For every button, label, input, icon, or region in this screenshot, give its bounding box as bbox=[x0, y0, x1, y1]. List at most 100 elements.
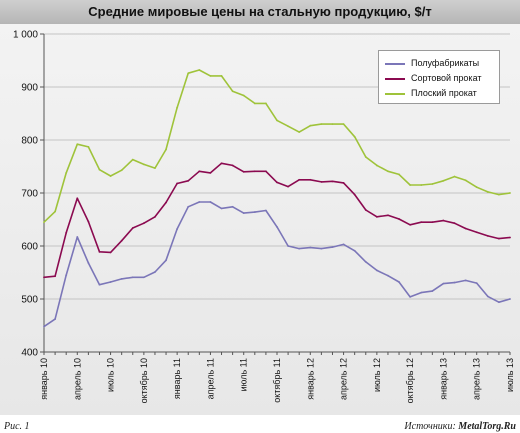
point-long-products-28 bbox=[353, 193, 356, 196]
point-flat-products-36 bbox=[442, 179, 445, 182]
point-flat-products-17 bbox=[231, 90, 234, 93]
point-long-products-24 bbox=[309, 178, 312, 181]
point-long-products-0 bbox=[43, 276, 45, 279]
point-semi-finished-29 bbox=[364, 261, 367, 263]
point-flat-products-22 bbox=[287, 125, 289, 128]
point-semi-finished-9 bbox=[142, 276, 145, 279]
point-semi-finished-32 bbox=[398, 281, 400, 283]
point-flat-products-21 bbox=[276, 119, 278, 122]
point-long-products-37 bbox=[453, 222, 456, 225]
legend-label-flat: Плоский прокат bbox=[411, 88, 477, 98]
point-flat-products-35 bbox=[431, 183, 434, 185]
point-semi-finished-33 bbox=[409, 295, 412, 298]
point-flat-products-20 bbox=[265, 102, 267, 105]
point-flat-products-23 bbox=[298, 131, 301, 133]
point-long-products-20 bbox=[265, 170, 267, 173]
point-long-products-36 bbox=[442, 219, 445, 222]
point-semi-finished-25 bbox=[320, 247, 323, 250]
point-semi-finished-6 bbox=[109, 281, 112, 283]
point-semi-finished-12 bbox=[176, 228, 179, 230]
point-semi-finished-19 bbox=[253, 211, 256, 213]
legend-item-long: Сортовой прокат bbox=[385, 71, 482, 85]
point-long-products-26 bbox=[331, 180, 334, 183]
point-long-products-27 bbox=[342, 182, 345, 184]
point-long-products-40 bbox=[486, 235, 489, 237]
point-long-products-16 bbox=[220, 162, 223, 165]
point-flat-products-11 bbox=[165, 148, 167, 151]
point-semi-finished-0 bbox=[43, 325, 45, 328]
point-flat-products-29 bbox=[364, 156, 367, 158]
point-flat-products-7 bbox=[120, 169, 123, 172]
point-semi-finished-39 bbox=[475, 282, 478, 284]
point-long-products-23 bbox=[298, 178, 301, 181]
point-semi-finished-27 bbox=[342, 243, 345, 246]
point-long-products-25 bbox=[320, 180, 323, 183]
point-semi-finished-7 bbox=[120, 277, 123, 280]
point-semi-finished-11 bbox=[165, 259, 167, 262]
point-long-products-42 bbox=[509, 236, 511, 239]
point-long-products-6 bbox=[109, 251, 112, 254]
point-flat-products-8 bbox=[131, 158, 134, 161]
point-long-products-11 bbox=[165, 201, 167, 204]
point-semi-finished-36 bbox=[442, 282, 445, 285]
legend-swatch-long bbox=[385, 77, 405, 80]
point-flat-products-15 bbox=[209, 74, 212, 77]
point-long-products-5 bbox=[98, 250, 101, 253]
point-long-products-33 bbox=[409, 223, 412, 226]
point-flat-products-19 bbox=[253, 102, 256, 105]
point-semi-finished-20 bbox=[265, 209, 267, 212]
point-flat-products-6 bbox=[109, 175, 112, 177]
point-long-products-39 bbox=[475, 231, 478, 234]
point-semi-finished-35 bbox=[431, 290, 434, 292]
point-flat-products-40 bbox=[486, 191, 489, 193]
point-semi-finished-26 bbox=[331, 246, 334, 248]
point-semi-finished-22 bbox=[287, 245, 289, 247]
point-semi-finished-15 bbox=[209, 201, 212, 203]
point-flat-products-28 bbox=[353, 135, 356, 138]
y-tick-label-4: 800 bbox=[21, 136, 38, 147]
point-semi-finished-1 bbox=[54, 318, 56, 321]
legend-item-semi: Полуфабрикаты bbox=[385, 56, 479, 70]
point-long-products-19 bbox=[253, 170, 256, 173]
y-tick-label-3: 700 bbox=[21, 189, 38, 200]
x-tick-label-5: апрель 11 bbox=[205, 358, 215, 399]
y-axis: 400 500 600 700 800 900 1 000 bbox=[13, 30, 45, 359]
point-semi-finished-4 bbox=[87, 262, 90, 264]
point-flat-products-31 bbox=[387, 170, 389, 173]
point-flat-products-33 bbox=[409, 184, 412, 186]
point-semi-finished-14 bbox=[198, 201, 201, 203]
point-long-products-12 bbox=[176, 182, 179, 185]
point-flat-products-27 bbox=[342, 123, 345, 125]
point-semi-finished-17 bbox=[231, 205, 234, 208]
legend-label-semi: Полуфабрикаты bbox=[411, 58, 480, 68]
source-value: MetalTorg.Ru bbox=[458, 421, 516, 432]
legend-item-flat: Плоский прокат bbox=[385, 86, 477, 100]
point-long-products-17 bbox=[231, 164, 234, 167]
point-flat-products-0 bbox=[43, 221, 45, 224]
point-semi-finished-28 bbox=[353, 249, 356, 252]
point-long-products-7 bbox=[120, 239, 123, 242]
point-flat-products-18 bbox=[242, 94, 245, 97]
point-flat-products-39 bbox=[475, 186, 478, 189]
point-flat-products-34 bbox=[420, 184, 423, 186]
point-long-products-21 bbox=[276, 181, 278, 184]
series-group bbox=[43, 69, 511, 328]
point-flat-products-9 bbox=[142, 163, 145, 166]
x-tick-label-14: июль 13 bbox=[505, 358, 515, 392]
title-bar: Средние мировые цены на стальную продукц… bbox=[0, 0, 520, 25]
point-long-products-35 bbox=[431, 221, 434, 224]
point-flat-products-13 bbox=[187, 72, 190, 75]
point-long-products-22 bbox=[287, 185, 289, 188]
point-long-products-41 bbox=[498, 237, 500, 240]
point-flat-products-37 bbox=[453, 175, 456, 178]
point-flat-products-26 bbox=[331, 123, 334, 125]
point-semi-finished-38 bbox=[464, 279, 467, 282]
legend: Полуфабрикаты Сортовой прокат Плоский пр… bbox=[378, 50, 500, 104]
y-tick-label-6: 1 000 bbox=[13, 30, 38, 41]
legend-swatch-semi bbox=[385, 62, 405, 65]
point-semi-finished-37 bbox=[453, 281, 456, 284]
y-tick-label-1: 500 bbox=[21, 295, 38, 306]
point-long-products-3 bbox=[76, 197, 79, 200]
x-tick-label-13: апрель 13 bbox=[472, 358, 482, 400]
